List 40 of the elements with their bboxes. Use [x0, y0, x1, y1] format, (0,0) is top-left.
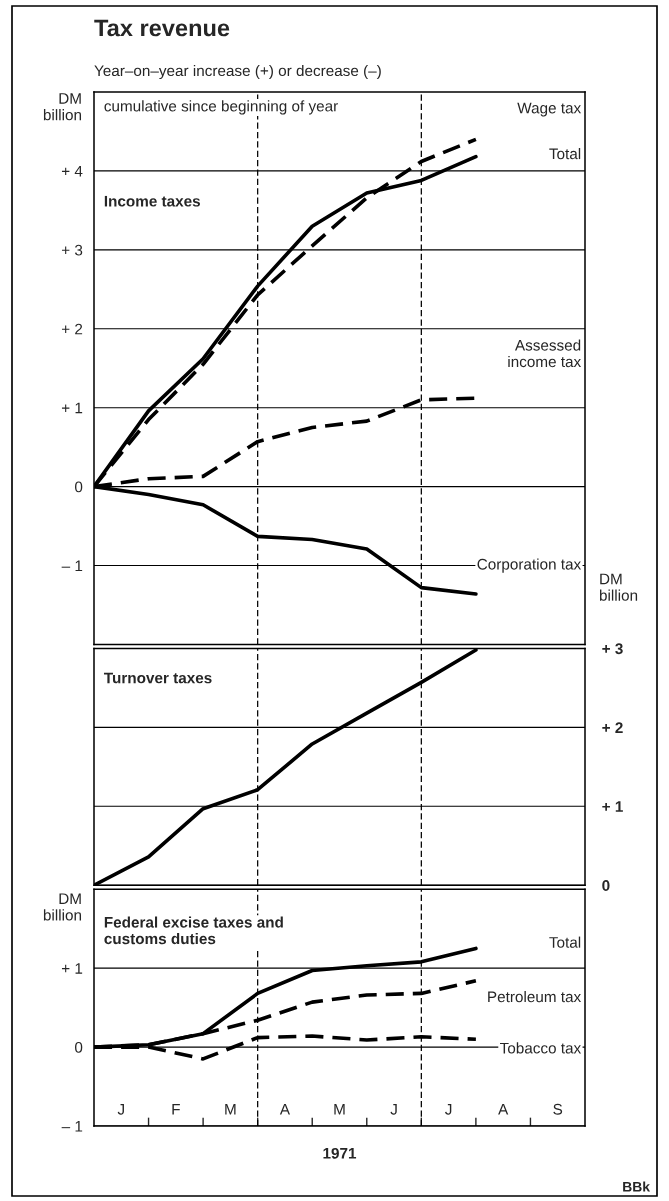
x-axis-title: 1971 [323, 1147, 357, 1159]
y-axis-title: DM billion [599, 573, 638, 601]
annotation: M [334, 1104, 345, 1115]
y-tick-label: + 4 [61, 165, 83, 177]
y-tick-label: 0 [74, 1041, 83, 1053]
y-tick-label: + 1 [61, 963, 83, 974]
annotation: J [445, 1104, 452, 1115]
y-tick-label: + 3 [602, 643, 623, 655]
y-tick-label: 0 [74, 481, 83, 493]
annotation: Income taxes [104, 195, 200, 207]
text: Total [549, 148, 581, 160]
chart-subtitle: Year–on–year increase (+) or decrease (–) [94, 64, 381, 80]
y-tick-label: + 1 [61, 402, 83, 414]
annotation: cumulative since beginning of year [104, 100, 338, 115]
y-tick-label: – 1 [61, 560, 83, 572]
series-label: Tobacco tax [500, 1042, 582, 1054]
annotation: S [553, 1103, 563, 1115]
annotation: J [390, 1104, 397, 1115]
y-tick-label: 0 [602, 880, 610, 891]
y-tick-label: + 1 [602, 801, 623, 812]
series-label: Petroleum tax [488, 991, 582, 1003]
annotation: F [172, 1104, 180, 1115]
text: Wage tax [517, 102, 582, 117]
series-label: Corporation tax [477, 558, 582, 573]
y-tick-label: + 2 [602, 722, 623, 733]
annotation: Federal excise taxes and customs duties [104, 916, 283, 945]
y-tick-label: + 2 [61, 323, 83, 335]
y-tick-label: + 3 [61, 244, 83, 256]
text: Assessed income tax [508, 339, 582, 368]
text: BBk [623, 1181, 651, 1192]
annotation: J [117, 1104, 124, 1115]
annotation: M [225, 1104, 236, 1115]
chart-title: Tax revenue [94, 19, 230, 37]
text: Total [549, 936, 581, 948]
annotation: A [498, 1104, 509, 1115]
y-axis-title: DM billion [43, 893, 82, 921]
y-tick-label: – 1 [61, 1121, 83, 1132]
annotation: Turnover taxes [103, 672, 212, 684]
annotation: A [279, 1104, 291, 1115]
y-axis-title: DM billion [43, 93, 82, 121]
